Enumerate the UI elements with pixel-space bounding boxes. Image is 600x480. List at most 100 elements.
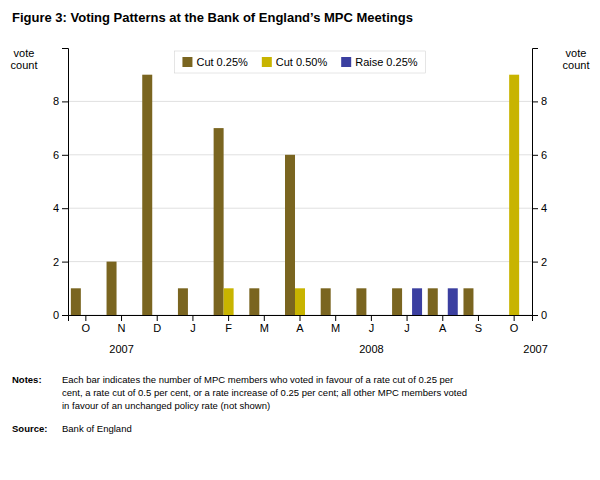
tick-mark	[192, 315, 193, 321]
background	[0, 0, 600, 480]
bar	[224, 288, 234, 315]
grid-line	[68, 261, 532, 262]
bar	[483, 315, 493, 316]
footnote-text: Each bar indicates the number of MPC mem…	[62, 374, 467, 411]
tick: A	[296, 315, 304, 334]
chart: Figure 3: Voting Patterns at the Bank of…	[0, 0, 600, 480]
tick-mark	[532, 155, 538, 156]
bar	[285, 155, 295, 315]
bar	[152, 315, 162, 316]
legend-swatch	[262, 57, 272, 67]
bar	[448, 288, 458, 315]
tick-label: 0	[53, 309, 59, 321]
tick-label: A	[439, 322, 447, 334]
tick-label: 2	[53, 256, 59, 268]
legend-label: Raise 0.25%	[355, 56, 418, 68]
tick-mark	[62, 155, 68, 156]
tick: M	[331, 315, 340, 334]
bar	[356, 288, 366, 315]
tick: S	[475, 315, 482, 334]
tick: O	[510, 315, 519, 334]
bar	[117, 315, 127, 316]
bar	[509, 75, 519, 315]
tick-mark	[532, 208, 538, 209]
tick-mark	[532, 315, 538, 316]
bar	[341, 315, 351, 316]
tick-label: 6	[541, 149, 547, 161]
bar	[127, 315, 137, 316]
tick-label: 8	[541, 95, 547, 107]
bar	[259, 315, 269, 316]
tick: J	[190, 315, 196, 334]
grid-line	[68, 208, 532, 209]
bar	[269, 315, 279, 316]
tick-mark	[532, 262, 538, 263]
bar	[71, 288, 81, 315]
tick-mark	[335, 315, 336, 321]
bar	[142, 75, 152, 315]
bar	[188, 315, 198, 316]
footnote-text: Bank of England	[62, 423, 132, 434]
footnote-label: Source:	[12, 423, 47, 434]
bar	[519, 315, 529, 316]
tick: J	[369, 315, 375, 334]
grid-line	[68, 101, 532, 102]
axis-line	[62, 49, 69, 316]
tick: N	[118, 315, 126, 334]
grid	[68, 101, 532, 315]
tick-label: 6	[53, 149, 59, 161]
bars	[71, 75, 519, 315]
axis-line	[533, 49, 539, 316]
tick-mark	[62, 315, 68, 316]
bar	[214, 128, 224, 315]
tick: F	[225, 315, 232, 334]
bar	[295, 288, 305, 315]
bar	[473, 315, 483, 316]
tick-label: 8	[53, 95, 59, 107]
tick: 2	[532, 256, 547, 268]
tick-mark	[300, 315, 301, 321]
y2-axis-label: votecount	[563, 47, 590, 72]
tick-label: 4	[53, 202, 59, 214]
bar	[412, 288, 422, 315]
tick-label: J	[404, 322, 410, 334]
tick-label: M	[260, 322, 269, 334]
tick: J	[404, 315, 410, 334]
axis-line	[69, 316, 533, 322]
tick-label: F	[225, 322, 232, 334]
bar	[438, 315, 448, 316]
bar-series	[71, 75, 474, 315]
y2-axis: 0 2 4 6 8	[532, 49, 547, 322]
bar	[392, 288, 402, 315]
legend-frame	[174, 51, 425, 73]
tick: 0	[53, 309, 68, 321]
tick-label: J	[369, 322, 375, 334]
tick: A	[439, 315, 447, 334]
bar	[463, 288, 473, 315]
tick-label: S	[475, 322, 482, 334]
grid-line	[68, 154, 532, 155]
tick: 4	[532, 202, 547, 214]
tick: 0	[532, 309, 547, 321]
tick-mark	[62, 262, 68, 263]
tick-mark	[85, 315, 86, 321]
legend-item: Raise 0.25%	[341, 56, 418, 68]
footnote-label: Notes:	[12, 374, 42, 385]
bar	[162, 315, 172, 316]
tick-mark	[514, 315, 515, 321]
annotation: 2008	[359, 343, 383, 355]
tick-mark	[264, 315, 265, 321]
tick-label: 4	[541, 202, 547, 214]
bar	[249, 288, 259, 315]
legend-swatch	[341, 57, 351, 67]
bar	[402, 315, 412, 316]
x-axis: ONDJFMAMJJASO	[69, 315, 533, 334]
legend-swatch	[182, 57, 192, 67]
tick-label: M	[331, 322, 340, 334]
title: Figure 3: Voting Patterns at the Bank of…	[12, 10, 413, 25]
annotation: 2007	[523, 343, 547, 355]
bar	[321, 288, 331, 315]
tick-label: 2	[541, 256, 547, 268]
bar	[428, 288, 438, 315]
bar	[91, 315, 101, 316]
